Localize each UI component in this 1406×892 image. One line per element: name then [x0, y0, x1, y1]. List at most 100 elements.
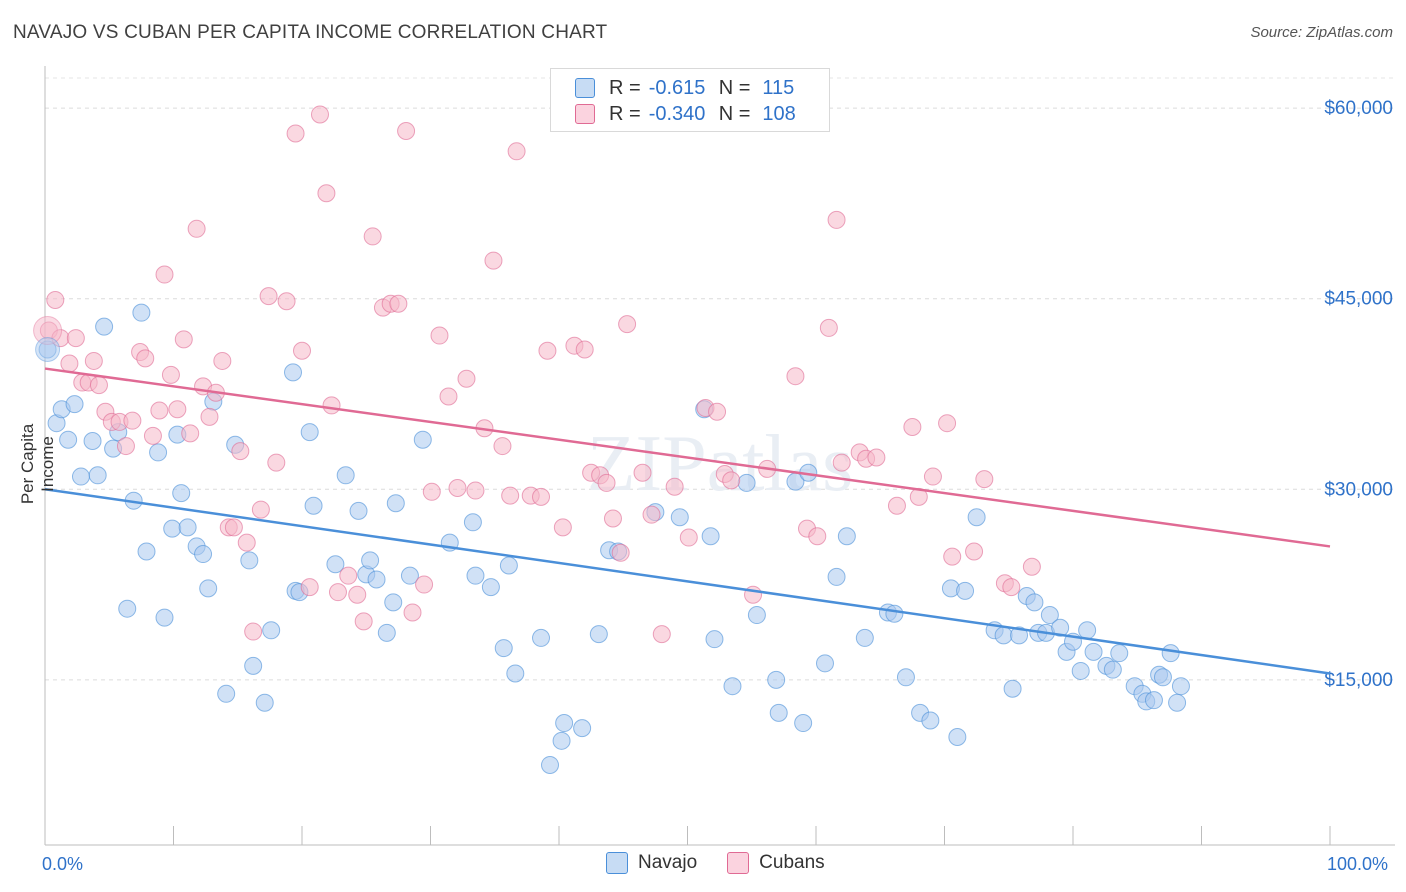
legend-swatch-cubans — [727, 852, 750, 874]
legend-swatch-cubans — [575, 104, 595, 124]
y-axis-label: Per Capita Income — [18, 423, 57, 505]
point-cubans — [322, 396, 341, 415]
point-cubans — [136, 349, 155, 368]
point-cubans — [708, 402, 727, 421]
point-navajo — [541, 755, 560, 774]
point-navajo — [532, 628, 551, 647]
point-cubans — [300, 578, 319, 597]
point-cubans — [237, 533, 256, 552]
point-navajo — [589, 625, 608, 644]
point-cubans — [611, 543, 630, 562]
point-navajo — [59, 430, 78, 449]
point-navajo — [670, 508, 689, 527]
point-cubans — [224, 518, 243, 537]
point-navajo — [118, 599, 137, 618]
point-navajo — [994, 626, 1013, 645]
point-navajo — [956, 581, 975, 600]
point-cubans — [422, 482, 441, 501]
point-cubans — [328, 583, 347, 602]
n-value: 108 — [762, 102, 796, 125]
point-navajo — [506, 664, 525, 683]
point-cubans — [965, 542, 984, 561]
point-navajo — [827, 567, 846, 586]
legend-item-cubans[interactable]: Cubans — [727, 852, 825, 874]
point-navajo — [284, 363, 303, 382]
y-tick-label: $15,000 — [1324, 670, 1393, 691]
point-navajo — [855, 628, 874, 647]
point-cubans — [363, 227, 382, 246]
point-navajo — [149, 443, 168, 462]
point-navajo — [155, 608, 174, 627]
point-navajo — [1153, 668, 1172, 687]
point-cubans — [532, 487, 551, 506]
point-cubans — [231, 442, 250, 461]
n-value: 115 — [762, 76, 795, 99]
point-cubans — [538, 341, 557, 360]
point-cubans — [251, 500, 270, 519]
legend-item-navajo[interactable]: Navajo — [606, 852, 697, 874]
point-cubans — [553, 518, 572, 537]
point-navajo — [723, 677, 742, 696]
trend-line-navajo — [44, 488, 1331, 675]
watermark: ZIPatlas — [587, 420, 854, 508]
point-cubans — [354, 612, 373, 631]
point-cubans — [310, 105, 329, 124]
point-cubans — [244, 622, 263, 641]
point-navajo — [769, 703, 788, 722]
n-label: N = — [718, 102, 751, 125]
point-cubans — [213, 351, 232, 370]
point-navajo — [1168, 693, 1187, 712]
point-navajo — [1171, 677, 1190, 696]
legend-swatch-navajo — [606, 852, 628, 874]
point-navajo — [137, 542, 156, 561]
point-navajo — [1110, 644, 1129, 663]
point-cubans — [887, 496, 906, 515]
point-cubans — [493, 437, 512, 456]
point-navajo — [336, 466, 355, 485]
point-navajo — [194, 545, 213, 564]
point-cubans — [150, 401, 169, 420]
point-navajo — [361, 551, 380, 570]
point-cubans — [286, 124, 305, 143]
point-navajo — [172, 484, 191, 503]
series-legend: Navajo Cubans — [606, 852, 855, 874]
point-navajo — [178, 518, 197, 537]
point-cubans — [808, 527, 827, 546]
point-cubans — [819, 318, 838, 337]
x-tick-label-min: 0.0% — [42, 854, 84, 874]
point-cubans — [277, 292, 296, 311]
point-cubans — [46, 290, 65, 309]
point-navajo — [463, 513, 482, 532]
point-navajo — [88, 466, 107, 485]
point-cubans — [397, 121, 416, 140]
point-cubans — [84, 351, 103, 370]
point-cubans — [652, 625, 671, 644]
point-cubans — [832, 453, 851, 472]
point-navajo — [1144, 691, 1163, 710]
point-cubans — [389, 294, 408, 313]
point-navajo — [1040, 606, 1059, 625]
point-cubans — [293, 341, 311, 360]
point-cubans — [722, 471, 741, 490]
point-navajo — [95, 317, 114, 336]
r-label: R = — [609, 102, 641, 125]
point-cubans — [603, 509, 622, 528]
point-cubans — [1022, 557, 1041, 576]
point-navajo — [349, 501, 368, 520]
point-navajo — [815, 654, 834, 673]
point-cubans — [938, 414, 957, 433]
point-cubans — [181, 424, 200, 443]
point-navajo — [1025, 593, 1044, 612]
n-label: N = — [718, 76, 751, 99]
point-navajo — [555, 714, 574, 733]
point-cubans — [457, 369, 476, 388]
legend-row-cubans: R = -0.340 N = 108 — [575, 102, 796, 126]
point-cubans — [415, 575, 434, 594]
point-navajo — [837, 527, 856, 546]
legend-label-navajo: Navajo — [638, 852, 698, 873]
point-navajo — [767, 670, 786, 689]
point-navajo — [1071, 661, 1090, 680]
point-navajo — [466, 566, 485, 585]
point-cubans — [123, 411, 142, 430]
point-navajo — [244, 656, 263, 675]
